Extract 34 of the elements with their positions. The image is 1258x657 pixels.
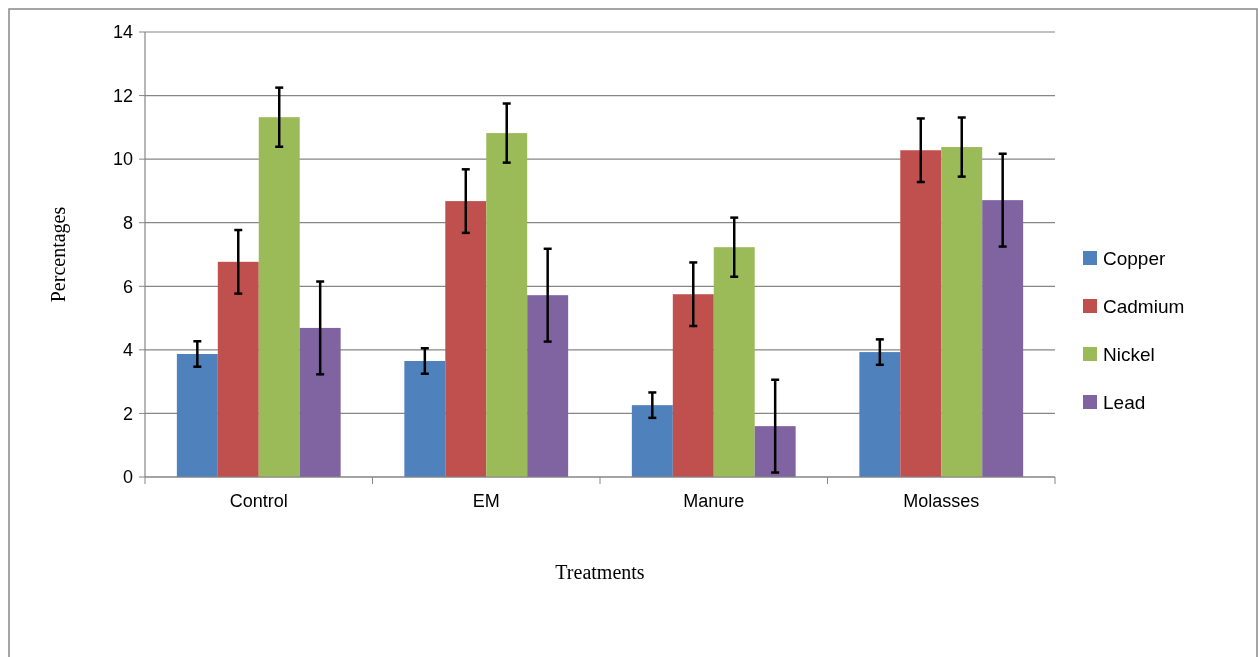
y-axis-title: Percentages [47,206,70,303]
y-tick-label: 8 [122,213,133,234]
x-tick-label: Molasses [903,491,980,511]
bar [486,133,528,477]
y-tick-label: 6 [122,276,133,297]
bar [941,147,983,477]
x-tick-label: EM [472,491,500,511]
legend-label: Copper [1103,247,1166,269]
bar [713,247,755,477]
y-tick-label: 0 [122,467,133,488]
bar [672,294,714,477]
legend-label: Lead [1103,391,1146,413]
bar [982,200,1024,477]
bar [176,353,218,477]
bar [527,295,569,477]
bar [258,117,300,477]
y-tick-label: 14 [112,22,133,43]
y-tick-label: 4 [122,340,133,361]
bar [217,261,259,477]
x-axis-title: Treatments [555,561,645,583]
bar [859,352,901,477]
y-tick-label: 10 [112,149,133,170]
legend-label: Cadmium [1103,295,1185,317]
y-tick-label: 2 [122,403,133,424]
legend-label: Nickel [1103,343,1155,365]
bar [900,150,942,477]
bar [754,426,796,477]
bar [631,405,673,477]
bar [445,201,487,477]
x-tick-label: Manure [683,491,745,511]
bar [404,360,446,477]
y-tick-label: 12 [112,85,133,106]
bar [299,327,341,477]
x-tick-label: Control [229,491,288,511]
